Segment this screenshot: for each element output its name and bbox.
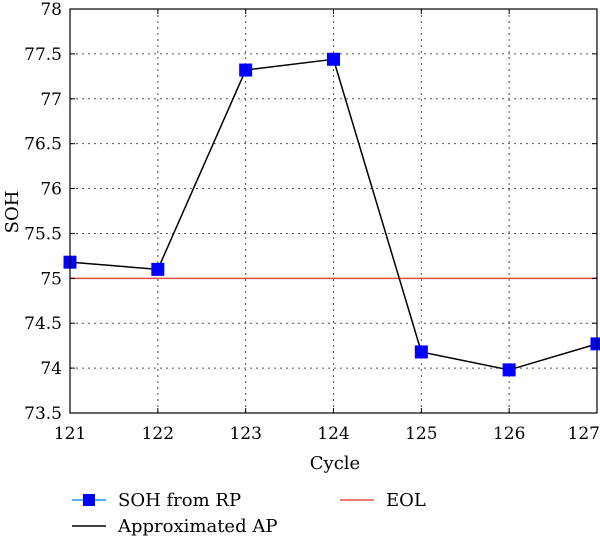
y-axis-label: SOH xyxy=(2,191,23,234)
soh-from-rp-point xyxy=(151,262,165,276)
legend-swatch-soh-from-rp-marker xyxy=(83,494,95,506)
grid xyxy=(70,9,597,413)
y-tick-label: 73.5 xyxy=(24,404,62,424)
soh-from-rp-point xyxy=(239,63,253,77)
legend-label-eol: EOL xyxy=(386,490,426,511)
x-tick-label: 122 xyxy=(142,424,174,444)
soh-from-rp-point xyxy=(590,337,600,351)
y-axis-ticks: 73.5 74 74.5 75 75.5 76 76.5 77 77.5 78 xyxy=(24,0,597,424)
x-tick-label: 123 xyxy=(229,424,261,444)
y-tick-label: 78 xyxy=(40,0,62,20)
legend-item-soh-from-rp: SOH from RP xyxy=(72,490,241,511)
y-tick-label: 76 xyxy=(40,180,62,200)
x-tick-label: 127 xyxy=(568,424,600,444)
legend-item-approximated-ap: Approximated AP xyxy=(72,516,277,537)
y-tick-label: 75 xyxy=(40,269,62,289)
x-axis-label: Cycle xyxy=(310,453,360,474)
x-axis-ticks: 121 122 123 124 125 126 127 xyxy=(54,9,600,444)
y-tick-label: 75.5 xyxy=(24,224,62,244)
x-tick-label: 125 xyxy=(405,424,437,444)
x-tick-label: 126 xyxy=(493,424,525,444)
x-tick-label: 124 xyxy=(317,424,349,444)
legend-label-soh-from-rp: SOH from RP xyxy=(118,490,241,511)
legend-label-approximated-ap: Approximated AP xyxy=(117,516,277,537)
soh-from-rp-point xyxy=(414,345,428,359)
legend: SOH from RP Approximated AP EOL xyxy=(72,490,426,537)
soh-from-rp-point xyxy=(502,363,516,377)
soh-from-rp-point xyxy=(327,52,340,66)
soh-from-rp-series xyxy=(63,52,600,377)
y-tick-label: 74 xyxy=(40,359,62,379)
y-tick-label: 76.5 xyxy=(24,135,62,155)
y-tick-label: 77 xyxy=(40,90,62,110)
y-tick-label: 77.5 xyxy=(24,45,62,65)
legend-item-eol: EOL xyxy=(340,490,426,511)
y-tick-label: 74.5 xyxy=(24,314,62,334)
x-tick-label: 121 xyxy=(54,424,86,444)
